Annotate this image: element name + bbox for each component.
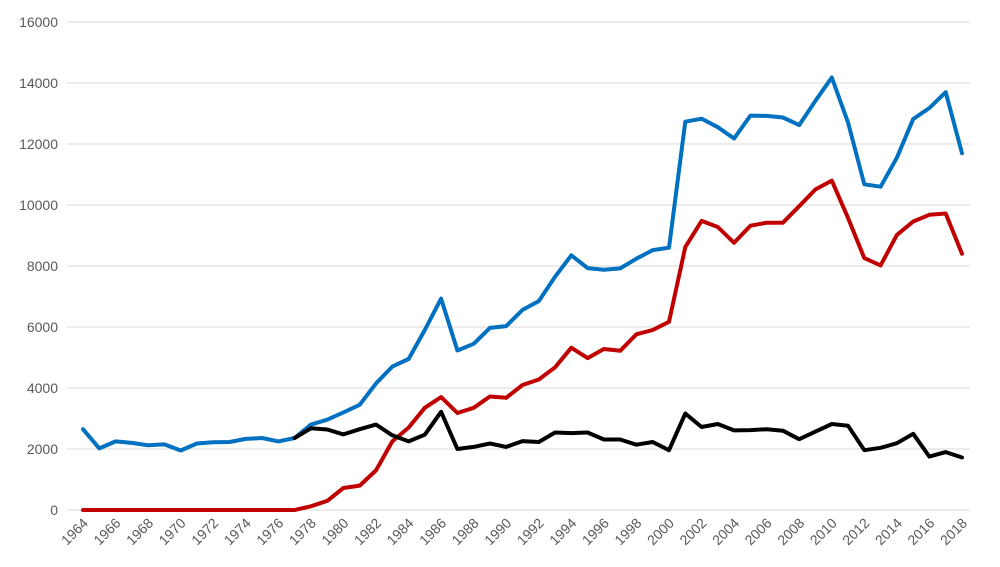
x-tick-label: 1984 xyxy=(383,515,416,548)
x-tick-label: 2006 xyxy=(741,515,774,548)
series-line-2 xyxy=(81,178,964,512)
x-tick-label: 1992 xyxy=(514,515,547,548)
y-axis-tick-labels: 0 2000 4000 6000 8000 10000 12000 14000 16000 xyxy=(19,14,58,518)
y-tick-label: 14000 xyxy=(19,75,58,91)
x-tick-label: 2010 xyxy=(807,515,840,548)
y-tick-label: 4000 xyxy=(27,380,58,396)
y-tick-label: 10000 xyxy=(19,197,58,213)
y-tick-label: 2000 xyxy=(27,441,58,457)
x-tick-label: 2008 xyxy=(774,515,807,548)
y-tick-label: 6000 xyxy=(27,319,58,335)
series-line-3 xyxy=(292,409,964,460)
x-tick-label: 1974 xyxy=(221,515,254,548)
gridlines xyxy=(67,21,970,511)
x-tick-label: 1988 xyxy=(448,515,481,548)
x-axis-tick-labels: 1964 1966 1968 1970 1972 1974 1976 1978 1980 1982… xyxy=(58,515,970,548)
x-tick-label: 1980 xyxy=(318,515,351,548)
x-tick-label: 1982 xyxy=(351,515,384,548)
x-tick-label: 2018 xyxy=(937,515,970,548)
y-tick-label: 16000 xyxy=(19,14,58,30)
y-tick-label: 8000 xyxy=(27,258,58,274)
x-tick-label: 2014 xyxy=(872,515,905,548)
x-tick-label: 1994 xyxy=(546,515,579,548)
x-tick-label: 1972 xyxy=(188,515,221,548)
x-tick-label: 2016 xyxy=(904,515,937,548)
x-tick-label: 1968 xyxy=(123,515,156,548)
x-tick-label: 1986 xyxy=(416,515,449,548)
x-tick-label: 1998 xyxy=(611,515,644,548)
series-line-1 xyxy=(81,75,964,453)
x-tick-label: 2004 xyxy=(709,515,742,548)
x-tick-label: 1970 xyxy=(155,515,188,548)
x-tick-label: 1978 xyxy=(286,515,319,548)
y-tick-label: 12000 xyxy=(19,136,58,152)
x-tick-label: 2012 xyxy=(839,515,872,548)
x-tick-label: 2000 xyxy=(644,515,677,548)
x-tick-label: 1976 xyxy=(253,515,286,548)
x-tick-label: 1966 xyxy=(90,515,123,548)
x-tick-label: 2002 xyxy=(676,515,709,548)
series-lines xyxy=(81,75,964,512)
x-tick-label: 1990 xyxy=(481,515,514,548)
y-tick-label: 0 xyxy=(50,502,58,518)
x-tick-label: 1996 xyxy=(579,515,612,548)
x-tick-label: 1964 xyxy=(58,515,91,548)
